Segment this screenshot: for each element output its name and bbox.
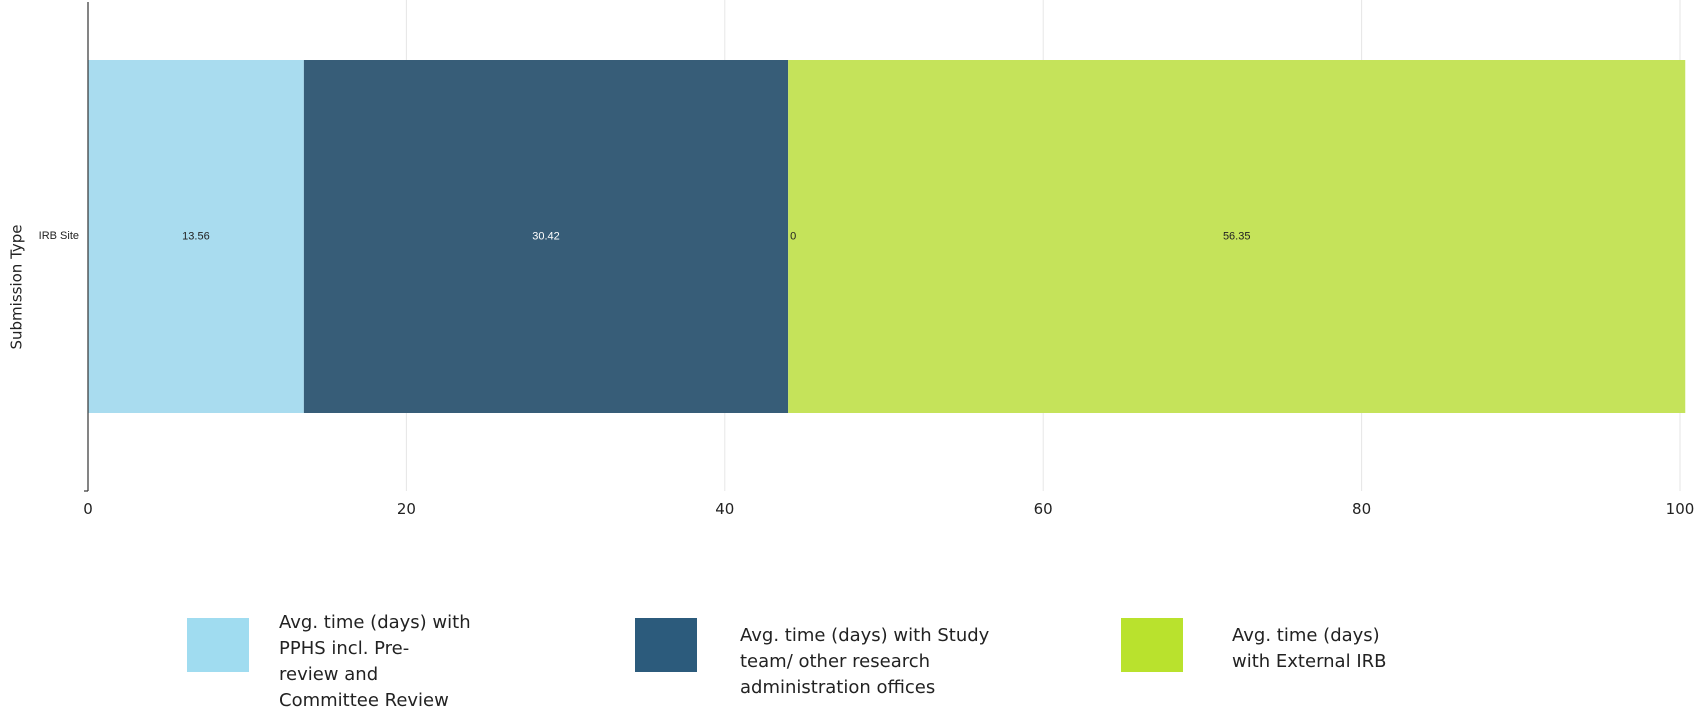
bar-segment [303,60,789,413]
x-tick-label: 100 [1666,500,1695,518]
x-tick-label: 0 [83,500,93,518]
bar-segment [788,60,1686,413]
legend-label-pphs: Avg. time (days) with PPHS incl. Pre- re… [279,612,471,711]
legend-item-study-team: Avg. time (days) with Study team/ other … [635,618,989,701]
data-label: 56.35 [1223,230,1251,242]
x-tick-labels: 0 20 40 60 80 100 [83,500,1694,518]
legend-label-external-irb: Avg. time (days) with External IRB [1232,625,1387,672]
bar-segment [88,60,304,413]
legend-item-pphs: Avg. time (days) with PPHS incl. Pre- re… [187,612,471,714]
legend-swatch-pphs [187,618,249,672]
x-tick-label: 80 [1352,500,1371,518]
y-axis-title: Submission Type [8,224,26,349]
x-tick-label: 60 [1034,500,1053,518]
data-label: 30.42 [532,230,560,242]
category-label: IRB Site [39,230,79,242]
bar-segments [88,60,1686,413]
data-label: 13.56 [182,230,210,242]
data-label: 0 [790,230,796,242]
stacked-bar-chart: 0 20 40 60 80 100 13.56 30.42 0 56.35 IRB Site S… [8,0,1694,518]
x-tick-label: 40 [715,500,734,518]
legend-swatch-external-irb [1121,618,1183,672]
legend-item-external-irb: Avg. time (days) with External IRB [1121,618,1386,675]
legend-label-study-team: Avg. time (days) with Study team/ other … [740,625,990,698]
x-tick-label: 20 [397,500,416,518]
legend-swatch-study-team [635,618,697,672]
data-labels: 13.56 30.42 0 56.35 [182,230,1250,242]
